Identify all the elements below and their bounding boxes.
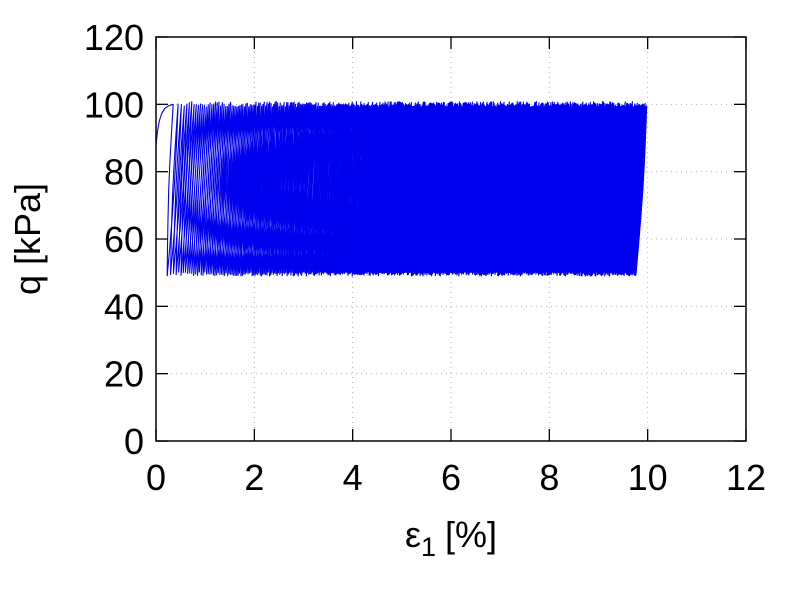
y-tick-label: 40 (104, 286, 144, 327)
x-axis-subscript: 1 (421, 532, 436, 562)
stress-strain-curve (155, 101, 648, 277)
x-tick-label: 4 (343, 457, 363, 498)
x-axis-unit: [%] (445, 514, 497, 555)
data-series-line (155, 101, 648, 277)
y-axis-tick-labels: 0 20 40 60 80 100 120 (84, 17, 144, 462)
y-tick-label: 0 (124, 421, 144, 462)
tick-marks (155, 36, 747, 442)
x-axis-symbol: ε (405, 514, 421, 555)
x-tick-label: 12 (726, 457, 766, 498)
x-tick-label: 10 (628, 457, 668, 498)
x-tick-label: 2 (244, 457, 264, 498)
x-axis-tick-labels: 0 2 4 6 8 10 12 (146, 457, 766, 498)
y-tick-label: 100 (84, 84, 144, 125)
y-tick-label: 120 (84, 17, 144, 58)
y-tick-label: 60 (104, 219, 144, 260)
x-tick-label: 0 (146, 457, 166, 498)
y-tick-label: 80 (104, 152, 144, 193)
y-axis-title: q [kPa] (7, 183, 48, 295)
y-tick-label: 20 (104, 354, 144, 395)
x-tick-label: 6 (441, 457, 461, 498)
x-axis-title: ε1 [%] (405, 514, 497, 562)
x-tick-label: 8 (539, 457, 559, 498)
